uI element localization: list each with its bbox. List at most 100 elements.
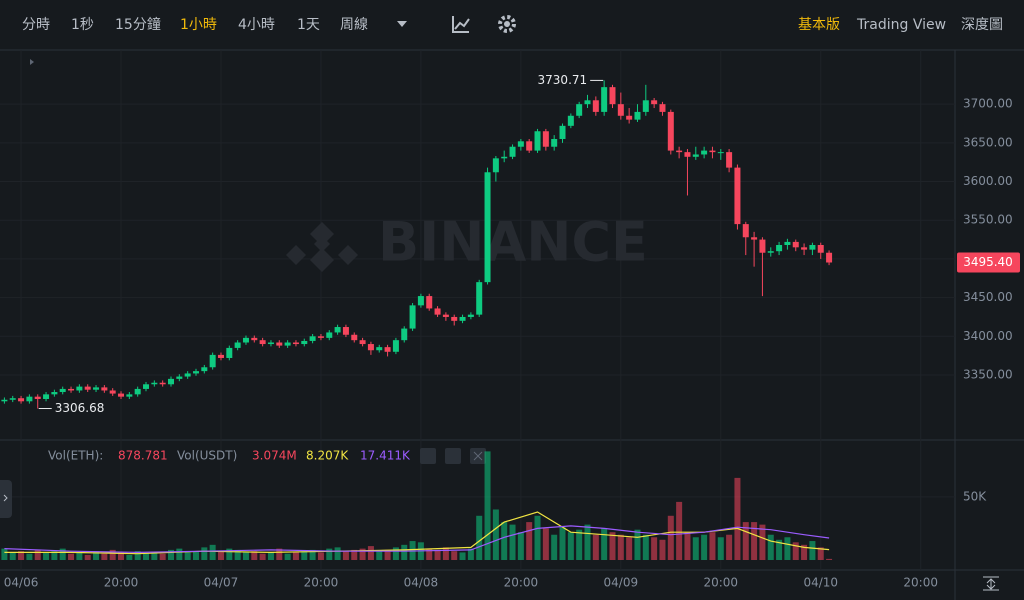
interval-tab[interactable]: 15分鐘 [115,16,161,33]
legend-settings[interactable] [445,448,461,464]
candle-body [284,342,291,346]
volume-bar [18,551,25,560]
candle-body [601,87,608,112]
view-tab[interactable]: 深度圖 [961,17,1003,33]
x-tick-label: 20:00 [504,576,539,590]
candle-body [309,336,316,341]
volume-ma-value: 17.411K [360,449,411,463]
interval-tab[interactable]: 1秒 [71,17,94,33]
settings-icon[interactable] [498,15,516,33]
volume-ma-value: 8.207K [306,449,349,463]
candle-body [551,138,558,147]
candle-body [84,386,91,390]
volume-bar [367,546,374,560]
candle-body [334,327,341,333]
volume-bar [84,554,91,560]
candle-body [126,394,133,397]
volume-bar [751,522,758,560]
view-tab[interactable]: 基本版 [798,16,840,33]
candle-body [709,150,716,153]
candle-body [759,239,766,253]
candle-body [626,115,633,120]
y-tick-label: 3400.00 [963,329,1013,343]
volume-bar [767,534,774,560]
y-tick-label: 3550.00 [963,213,1013,227]
interval-tab[interactable]: 4小時 [238,17,275,33]
interval-tab[interactable]: 1小時 [180,17,217,33]
volume-bar [384,549,391,560]
volume-bar [359,548,366,560]
indicator-icon[interactable] [452,16,470,33]
candle-body [517,141,524,147]
volume-bar [234,549,241,560]
volume-bar [501,522,508,560]
candle-body [68,388,75,391]
candle-body [192,371,199,374]
volume-bar [676,501,683,560]
view-tab[interactable]: Trading View [856,17,946,33]
watermark-text: BINANCE [378,211,648,274]
candle-body [817,245,824,253]
price-tag [957,252,1020,273]
volume-bar [309,549,316,560]
y-tick-label: 3350.00 [963,368,1013,382]
volume-bar [9,552,16,560]
volume-usdt-value: 3.074M [252,449,297,463]
x-tick-label: 20:00 [304,576,339,590]
volume-bar [667,515,674,560]
more-intervals[interactable] [397,21,407,27]
volume-bar [267,552,274,560]
scale-toggle[interactable] [983,576,999,591]
volume-value: 878.781 [118,449,168,463]
volume-bar [226,548,233,560]
candle-body [301,340,308,345]
volume-bar [692,537,699,560]
legend-settings[interactable] [420,448,436,464]
candle-body [434,308,441,315]
price-tag-label: 3495.40 [963,255,1013,269]
candle-body [326,332,333,338]
volume-bar [176,548,183,560]
volume-bar [201,547,208,560]
volume-bar [484,451,491,560]
volume-bar [801,544,808,560]
volume-bar [659,539,666,560]
volume-bar [292,552,299,560]
legend-toggle[interactable] [30,59,34,65]
candle-body [809,245,816,250]
volume-bar [559,527,566,560]
y-tick-label: 3600.00 [963,174,1013,188]
volume-bar [634,529,641,560]
candle-body [792,241,799,248]
volume-ma-line [4,525,830,554]
candle-body [118,393,125,397]
candle-body [659,104,666,112]
volume-bar [392,547,399,560]
candle-body [259,340,266,345]
volume-bar [809,541,816,560]
volume-bar [742,522,749,560]
y-tick-label: 3700.00 [963,97,1013,111]
volume-bar [192,551,199,560]
volume-bar [642,534,649,560]
side-panel-arrow [3,494,8,502]
interval-tab[interactable]: 周線 [340,17,368,33]
volume-bar [1,548,8,560]
volume-bar [684,532,691,560]
volume-bar [651,537,658,560]
volume-bar [217,551,224,560]
volume-bar [467,548,474,560]
volume-bar [776,539,783,560]
volume-bar [434,549,441,560]
y-tick-label: 3450.00 [963,290,1013,304]
candle-body [392,340,399,352]
interval-tab[interactable]: 1天 [297,17,320,33]
x-tick-label: 20:00 [903,576,938,590]
candle-body [151,382,158,385]
interval-tab[interactable]: 分時 [22,17,50,33]
candle-body [43,394,50,399]
annotation-label: 3730.71 [538,73,588,87]
volume-bar [284,553,291,560]
candle-body [542,131,549,147]
